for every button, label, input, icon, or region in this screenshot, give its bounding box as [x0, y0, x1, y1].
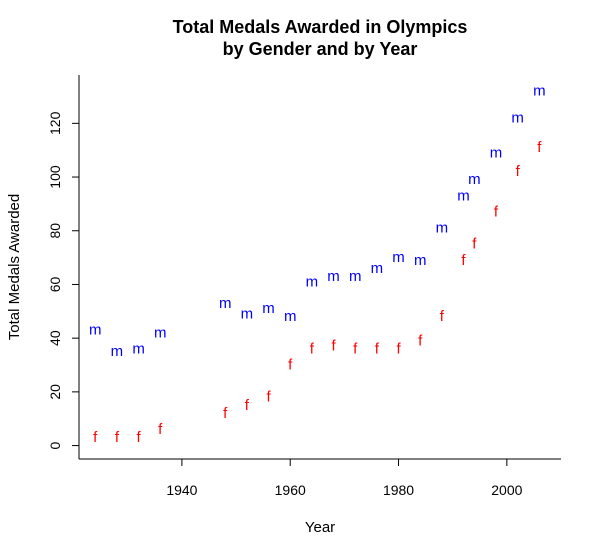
y-tick-label: 80 [47, 223, 63, 239]
data-point-f: f [310, 340, 315, 357]
data-point-f: f [396, 340, 401, 357]
data-point-f: f [245, 397, 250, 414]
data-point-f: f [288, 357, 293, 374]
data-point-m: m [132, 340, 145, 357]
data-point-m: m [327, 268, 340, 285]
data-point-f: f [136, 429, 141, 446]
data-point-m: m [219, 295, 232, 312]
y-tick-label: 120 [47, 111, 63, 135]
axis-ticks: 0 20 40 60 80 100 120 1940 1960 1980 2000 [47, 111, 523, 498]
y-tick-label: 40 [47, 330, 63, 346]
data-point-f: f [418, 332, 423, 349]
data-point-m: m [89, 322, 102, 339]
data-point-m: m [154, 324, 167, 341]
data-point-f: f [472, 236, 477, 253]
data-point-m: m [533, 83, 546, 100]
y-tick-label: 100 [47, 165, 63, 189]
data-point-m: m [414, 252, 427, 269]
y-tick-label: 60 [47, 276, 63, 292]
data-point-m: m [457, 187, 470, 204]
data-point-m: m [262, 300, 275, 317]
x-tick-label: 2000 [491, 482, 522, 498]
data-point-f: f [223, 405, 228, 422]
x-tick-label: 1980 [383, 482, 414, 498]
data-point-f: f [516, 163, 521, 180]
data-point-f: f [331, 338, 336, 355]
y-tick-label: 20 [47, 384, 63, 400]
data-point-m: m [392, 249, 405, 266]
chart-subtitle: by Gender and by Year [223, 39, 418, 59]
data-point-m: m [306, 273, 319, 290]
data-point-m: m [284, 308, 297, 325]
y-tick-label: 0 [47, 441, 63, 449]
data-point-m: m [511, 109, 524, 126]
data-point-m: m [436, 220, 449, 237]
x-axis-label: Year [305, 519, 335, 536]
data-point-f: f [461, 252, 466, 269]
chart-title: Total Medals Awarded in Olympics [173, 17, 468, 37]
data-point-m: m [490, 144, 503, 161]
data-point-f: f [115, 429, 120, 446]
data-point-m: m [111, 343, 124, 360]
data-point-f: f [93, 429, 98, 446]
data-point-f: f [266, 389, 271, 406]
y-axis-label: Total Medals Awarded [6, 194, 23, 340]
x-tick-label: 1960 [275, 482, 306, 498]
data-point-f: f [494, 203, 499, 220]
data-point-m: m [371, 260, 384, 277]
x-tick-label: 1940 [166, 482, 197, 498]
data-point-f: f [440, 308, 445, 325]
data-point-f: f [353, 340, 358, 357]
data-point-m: m [349, 268, 362, 285]
data-point-f: f [375, 340, 380, 357]
data-point-f: f [537, 139, 542, 156]
data-point-f: f [158, 421, 163, 438]
data-point-m: m [468, 171, 481, 188]
data-point-m: m [241, 305, 254, 322]
